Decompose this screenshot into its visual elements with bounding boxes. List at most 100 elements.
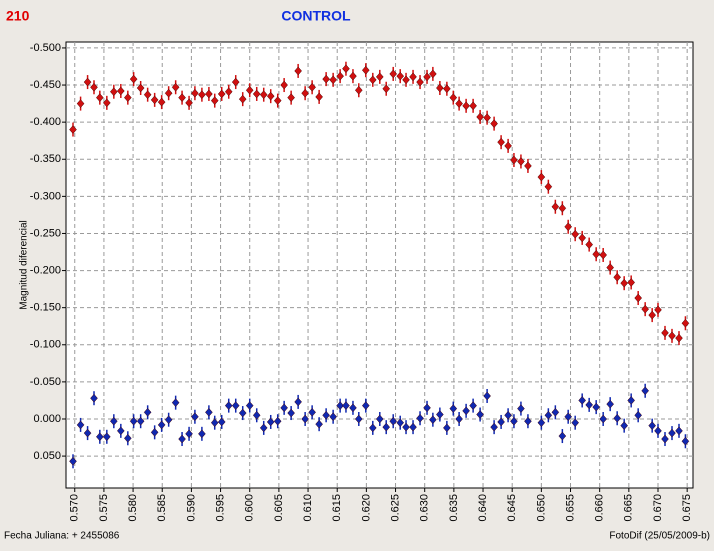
point [469,401,477,411]
point [368,423,377,433]
point [109,416,118,426]
x-tick-label: 0.675 [681,494,693,522]
y-tick-label: -0.400 [30,116,61,128]
point [416,413,424,423]
point [76,99,85,108]
point [490,119,498,129]
point [423,403,431,413]
point [266,417,275,427]
point [238,408,247,418]
x-tick-label: 0.645 [506,494,518,522]
point [150,427,159,437]
point [231,77,240,87]
point [416,77,424,87]
point [389,69,398,79]
point [294,397,302,407]
y-tick-label: -0.100 [30,339,61,351]
point [361,65,370,75]
point [217,89,226,99]
y-axis-label: Magnitud diferencial [19,220,30,310]
point [116,86,125,96]
point [648,310,657,320]
point [171,398,180,408]
point [396,418,405,428]
point [109,87,118,97]
point [102,432,111,442]
point [252,410,261,420]
point [592,402,601,412]
point [123,433,132,443]
point [205,89,213,99]
point [164,415,173,425]
point [342,64,350,74]
point [375,72,384,82]
point [273,416,282,426]
point [585,240,594,249]
point [681,318,690,328]
x-tick-label: 0.615 [331,494,343,522]
x-tick-label: 0.570 [69,494,81,522]
x-tick-label: 0.575 [98,494,110,522]
point [342,401,350,411]
y-tick-label: -0.350 [30,153,61,165]
point [641,386,650,396]
point [83,428,92,438]
y-tick-label: -0.050 [30,376,61,388]
point [462,101,470,111]
x-tick-label: 0.595 [214,494,226,522]
point [402,75,410,85]
point [558,203,567,213]
point [171,82,180,92]
x-tick-label: 0.580 [127,494,139,522]
point [157,420,166,430]
x-tick-label: 0.670 [652,494,664,522]
point [504,141,512,151]
point [571,418,580,428]
point [675,333,683,343]
point [544,410,553,420]
point [382,422,391,432]
point [178,93,186,103]
point [287,93,295,103]
point [191,88,199,98]
point [517,404,525,413]
point [368,75,377,85]
point [150,95,159,105]
point [620,421,629,431]
x-tick-label: 0.665 [623,494,635,522]
point [585,400,594,410]
point [280,403,288,413]
point [578,233,587,243]
chart-title: CONTROL [281,8,351,24]
x-tick-label: 0.605 [273,494,285,522]
point [476,410,484,419]
point [143,407,152,417]
x-tick-label: 0.655 [564,494,576,522]
point [83,77,92,87]
point [599,414,608,424]
x-tick-label: 0.640 [477,494,489,522]
point [315,92,323,102]
point [510,155,518,165]
point [224,87,233,97]
point [389,416,398,426]
point [238,94,247,104]
point [497,417,505,427]
point [668,331,676,341]
point [210,96,219,106]
point [627,278,636,287]
point [178,434,186,444]
point [627,396,636,405]
point [599,250,608,260]
point [409,72,417,82]
point [634,410,643,420]
point [648,421,657,431]
point [322,74,330,84]
x-tick-label: 0.620 [360,494,372,522]
point [510,416,518,426]
point [349,71,357,81]
point [217,417,226,427]
point [90,82,98,92]
point [191,412,199,422]
